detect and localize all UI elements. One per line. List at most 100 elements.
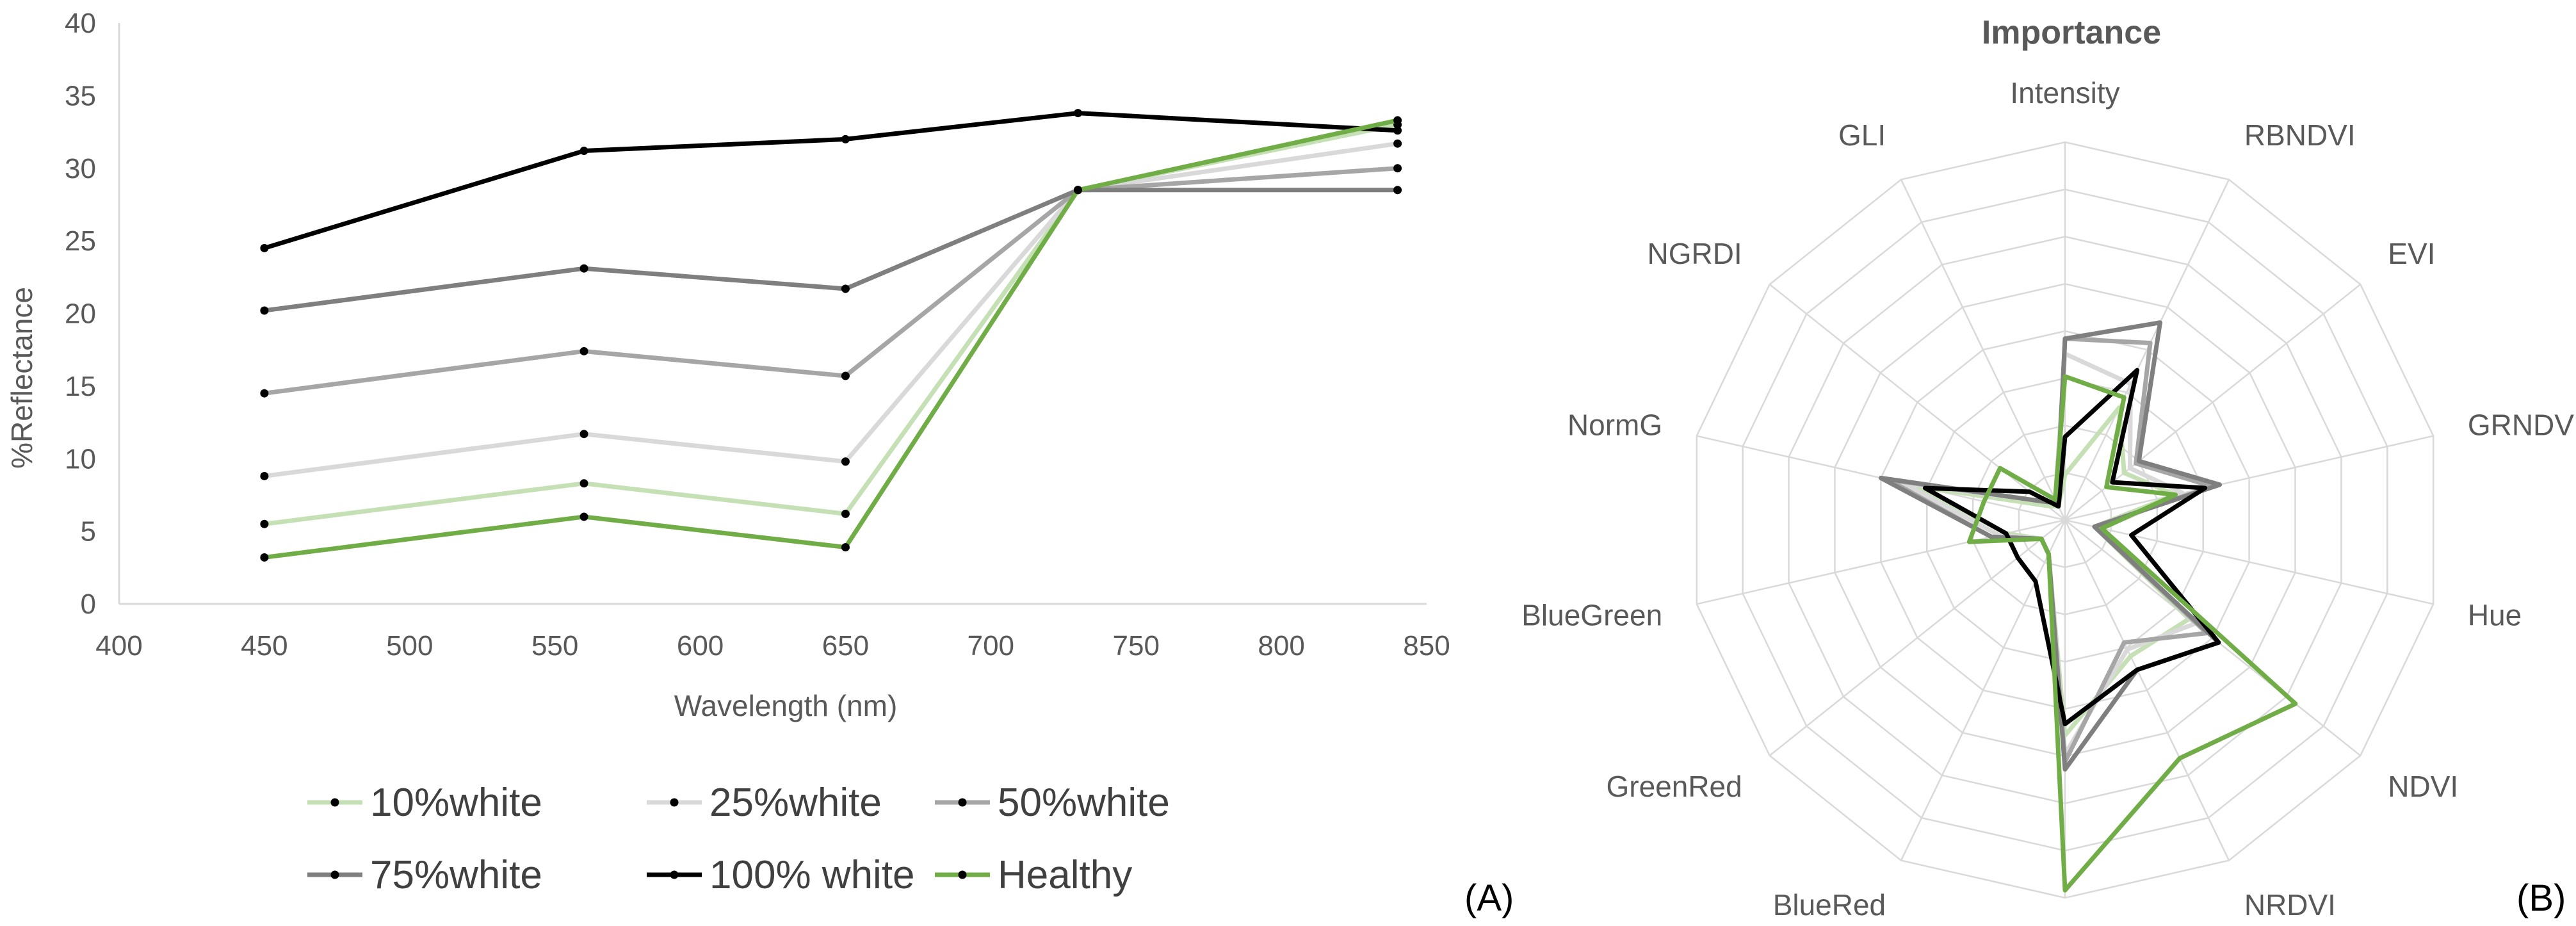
radar-grid xyxy=(1696,141,2434,899)
radar-axis-label-evi: EVI xyxy=(2388,237,2435,270)
legend-marker xyxy=(670,798,679,807)
series-line-healthy xyxy=(264,118,1398,560)
radar-axis-label-bluegreen: BlueGreen xyxy=(1521,598,1662,631)
data-point xyxy=(1393,126,1402,135)
data-point xyxy=(260,306,269,315)
reflectance-line-chart: 0 5 10 15 20 25 30 35 40 400 450 500 550 600 650 700 75… xyxy=(5,8,1514,919)
legend-label: 50%white xyxy=(998,781,1170,825)
data-point xyxy=(1073,109,1082,118)
y-axis-label: %Reflectance xyxy=(5,287,38,469)
series-50-white xyxy=(260,164,1402,398)
radar-axis-labels: Intensity RBNDVI EVI GRNDVI Hue NDVI NRDVI Norm… xyxy=(1521,76,2576,922)
x-tick-label: 400 xyxy=(95,630,142,662)
radar-axis-label-gli: GLI xyxy=(1838,118,1886,152)
legend-label: 75%white xyxy=(370,853,542,897)
legend-marker xyxy=(330,798,339,807)
data-point xyxy=(579,512,588,521)
data-point xyxy=(260,389,269,398)
radar-series-75-white xyxy=(1878,320,2223,772)
data-point xyxy=(841,543,850,552)
legend: 10%white 25%white 50%white 75%white 100% whi… xyxy=(307,781,1170,897)
radar-series-100-white xyxy=(1922,368,2221,727)
radar-axis-label-intensity: Intensity xyxy=(2010,76,2119,110)
data-point xyxy=(1393,164,1402,173)
data-point xyxy=(1393,139,1402,148)
radar-spoke xyxy=(1769,519,2066,756)
y-tick-label: 15 xyxy=(65,371,96,402)
x-tick-label: 800 xyxy=(1258,630,1304,662)
panel-label-b: (B) xyxy=(2516,877,2566,919)
y-tick-label: 35 xyxy=(65,80,96,111)
data-point xyxy=(841,134,850,143)
radar-spoke xyxy=(2064,519,2434,605)
legend-marker xyxy=(330,870,339,879)
data-point xyxy=(260,243,269,252)
series-75-white xyxy=(260,186,1402,315)
data-point xyxy=(841,457,850,466)
data-point xyxy=(579,346,588,355)
data-point xyxy=(579,147,588,156)
data-point xyxy=(260,553,269,562)
series-line-75-white xyxy=(264,188,1398,313)
data-point xyxy=(841,509,850,518)
legend-label: Healthy xyxy=(998,853,1132,897)
data-point xyxy=(841,371,850,380)
y-tick-label: 0 xyxy=(81,589,96,620)
radar-axis-label-ndvi: NDVI xyxy=(2388,770,2458,803)
radar-spoke xyxy=(1900,179,2066,521)
radar-axis-label-rbndvi: RBNDVI xyxy=(2244,118,2356,152)
radar-axis-label-bluered: BlueRed xyxy=(1773,888,1886,922)
legend-item-10-white: 10%white xyxy=(307,781,542,825)
radar-title: Importance xyxy=(1982,14,2161,51)
x-axis-label: Wavelength (nm) xyxy=(674,689,898,722)
x-tick-label: 450 xyxy=(241,630,288,662)
radar-axis-label-nrdvi: NRDVI xyxy=(2244,888,2336,922)
radar-spoke xyxy=(1900,519,2066,861)
x-tick-label: 700 xyxy=(968,630,1014,662)
x-tick-labels: 400 450 500 550 600 650 700 750 800 850 xyxy=(95,630,1450,662)
y-tick-label: 30 xyxy=(65,153,96,184)
radar-spoke xyxy=(2064,519,2230,861)
legend-item-healthy: Healthy xyxy=(935,853,1132,897)
y-tick-label: 10 xyxy=(65,443,96,475)
radar-axis-label-ngrdi: NGRDI xyxy=(1647,237,1742,270)
legend-item-100-white: 100% white xyxy=(647,853,915,897)
legend-item-50-white: 50%white xyxy=(935,781,1170,825)
radar-axis-label-normg: NormG xyxy=(1567,409,1662,442)
legend-label: 10%white xyxy=(370,781,542,825)
data-point xyxy=(260,519,269,528)
legend-label: 25%white xyxy=(709,781,882,825)
radar-spoke xyxy=(2064,179,2230,521)
x-tick-label: 650 xyxy=(822,630,869,662)
y-tick-label: 40 xyxy=(65,8,96,39)
series-line-10-white xyxy=(264,122,1398,526)
legend-label: 100% white xyxy=(709,853,915,897)
data-point xyxy=(579,479,588,488)
radar-series-healthy xyxy=(1966,374,2298,893)
importance-radar-chart: Importance Intensity RBNDVI EVI GRNDVI Hue ND… xyxy=(1521,14,2576,922)
radar-spoke xyxy=(1769,284,2066,521)
radar-axis-label-grndvi: GRNDVI xyxy=(2468,409,2576,442)
data-point xyxy=(579,264,588,273)
data-point xyxy=(1393,186,1402,195)
x-tick-label: 850 xyxy=(1403,630,1450,662)
y-tick-label: 25 xyxy=(65,225,96,257)
radar-axis-label-hue: Hue xyxy=(2468,598,2522,631)
data-point xyxy=(579,430,588,439)
line-series-group xyxy=(260,109,1402,562)
series-healthy xyxy=(260,116,1402,562)
legend-marker xyxy=(958,798,967,807)
legend-item-75-white: 75%white xyxy=(307,853,542,897)
panel-label-a: (A) xyxy=(1464,877,1514,919)
radar-spoke xyxy=(2064,435,2434,521)
x-tick-label: 500 xyxy=(386,630,433,662)
radar-axis-label-greenred: GreenRed xyxy=(1606,770,1742,803)
radar-series-group xyxy=(1878,320,2298,893)
series-line-25-white xyxy=(264,141,1398,478)
x-tick-label: 750 xyxy=(1113,630,1160,662)
series-line-50-white xyxy=(264,166,1398,396)
y-tick-label: 20 xyxy=(65,298,96,330)
x-tick-label: 600 xyxy=(677,630,724,662)
y-tick-label: 5 xyxy=(81,516,96,548)
